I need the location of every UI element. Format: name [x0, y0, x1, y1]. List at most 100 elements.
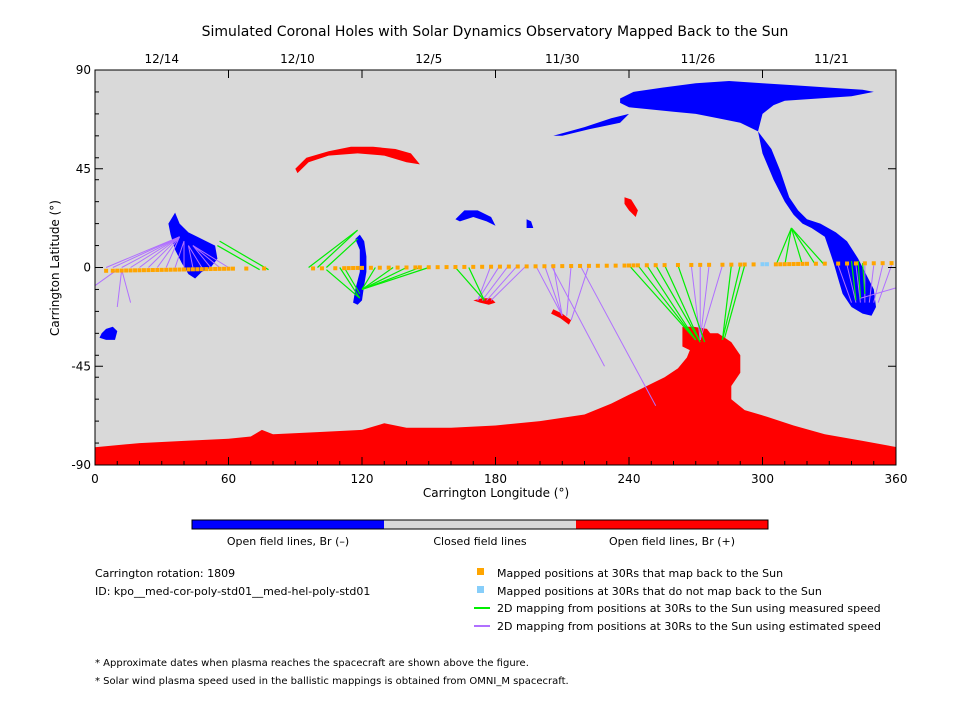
- mapped-position-67: [613, 263, 618, 268]
- mapped-position-87: [787, 262, 792, 267]
- measured-speed-line-0: [219, 240, 269, 271]
- mapped-position-86: [782, 262, 787, 267]
- x-tick-label-5: 300: [751, 472, 774, 486]
- mapped-position-71: [635, 263, 640, 268]
- coronal-hole-negative-3: [99, 326, 118, 340]
- mapped-position-46: [426, 265, 431, 270]
- estimated-speed-line-11: [188, 245, 203, 268]
- mapped-position-76: [689, 262, 694, 267]
- unmapped-position-1: [764, 262, 769, 267]
- footnote-speed: * Solar wind plasma speed used in the ba…: [95, 676, 569, 687]
- measured-speed-line-8: [361, 267, 376, 290]
- x-tick-label-1: 60: [221, 472, 236, 486]
- estimated-speed-line-12: [192, 245, 212, 268]
- date-tick-label-3: 11/30: [545, 52, 580, 66]
- mapped-position-49: [453, 265, 458, 270]
- mapped-position-27: [226, 266, 231, 271]
- mapped-position-61: [560, 264, 565, 269]
- mapped-position-18: [186, 267, 191, 272]
- x-tick-label-2: 120: [351, 472, 374, 486]
- legend-label-measured: 2D mapping from positions at 30Rs to the…: [497, 602, 881, 615]
- mapped-position-82: [742, 262, 747, 267]
- mapped-position-28: [230, 266, 235, 271]
- estimated-speed-line-29: [579, 265, 657, 406]
- y-tick-label-0: 90: [76, 63, 91, 77]
- mapped-position-62: [569, 264, 574, 269]
- mapped-position-10: [150, 268, 155, 273]
- mapped-position-47: [435, 265, 440, 270]
- y-tick-label-3: -45: [71, 359, 91, 373]
- estimated-speed-line-14: [192, 245, 229, 268]
- estimated-speed-line-25: [552, 265, 563, 316]
- legend-label-mapped: Mapped positions at 30Rs that map back t…: [497, 567, 783, 580]
- legend-label-estimated: 2D mapping from positions at 30Rs to the…: [497, 620, 881, 633]
- mapped-position-40: [377, 265, 382, 270]
- mapped-position-7: [137, 268, 142, 273]
- measured-speed-line-21: [721, 265, 732, 340]
- mapped-position-56: [515, 264, 520, 269]
- mapped-position-100: [889, 261, 894, 266]
- mapped-position-65: [595, 263, 600, 268]
- estimated-speed-line-38: [868, 265, 875, 303]
- mapped-position-0: [104, 268, 109, 273]
- estimated-speed-line-34: [837, 265, 852, 303]
- estimated-speed-line-28: [550, 265, 605, 367]
- mapped-position-79: [720, 262, 725, 267]
- estimated-speed-line-17: [121, 269, 132, 303]
- legend-label-not-mapped: Mapped positions at 30Rs that do not map…: [497, 585, 822, 598]
- mapped-position-74: [662, 263, 667, 268]
- mapped-position-29: [244, 266, 249, 271]
- measured-speed-line-30: [857, 260, 861, 299]
- mapped-position-37: [355, 265, 360, 270]
- estimated-speed-line-4: [139, 236, 180, 268]
- coronal-hole-negative-1: [553, 113, 629, 136]
- mapped-position-30: [262, 266, 267, 271]
- estimated-speed-line-26: [566, 265, 572, 316]
- y-tick-label-2: 0: [83, 261, 91, 275]
- mapped-position-5: [128, 268, 133, 273]
- mapped-position-58: [533, 264, 538, 269]
- mapped-position-35: [346, 266, 351, 271]
- mapped-position-25: [217, 266, 222, 271]
- mapped-position-20: [195, 267, 200, 272]
- estimated-speed-line-33: [699, 265, 723, 341]
- mapped-position-55: [506, 264, 511, 269]
- x-axis-label: Carrington Longitude (°): [423, 486, 569, 500]
- estimated-speed-line-30: [690, 265, 701, 340]
- measured-speed-line-29: [850, 260, 857, 301]
- measured-speed-line-14: [468, 267, 485, 301]
- estimated-speed-line-10: [187, 245, 194, 268]
- estimated-speed-line-20: [481, 265, 510, 301]
- legend-swatch-not-mapped: [477, 586, 484, 593]
- mapped-position-53: [489, 264, 494, 269]
- mapped-position-9: [146, 268, 151, 273]
- coronal-hole-regions: [95, 81, 896, 465]
- mapped-position-21: [199, 267, 204, 272]
- estimated-speed-line-2: [121, 236, 180, 268]
- estimated-speed-line-13: [192, 245, 220, 268]
- measured-speed-line-17: [646, 264, 697, 341]
- date-tick-label-5: 11/21: [814, 52, 849, 66]
- mapped-position-31: [311, 266, 316, 271]
- mapped-position-48: [444, 265, 449, 270]
- colorbar-positive: [576, 520, 768, 529]
- mapped-position-60: [551, 264, 556, 269]
- mapped-position-33: [333, 266, 338, 271]
- coronal-hole-positive-10: [473, 298, 496, 305]
- mapped-position-32: [319, 266, 324, 271]
- coronal-hole-positive-8: [295, 146, 420, 174]
- estimated-speed-line-40: [877, 265, 893, 303]
- estimated-speed-line-32: [699, 265, 710, 340]
- estimated-speed-line-7: [165, 236, 181, 268]
- mapped-position-17: [182, 267, 186, 272]
- coronal-hole-negative-2: [168, 212, 218, 279]
- measured-speed-line-28: [790, 227, 826, 266]
- measured-speed-line-9: [361, 267, 394, 290]
- estimated-speed-line-3: [130, 236, 180, 268]
- mapped-position-23: [208, 267, 213, 272]
- carrington-rotation: Carrington rotation: 1809: [95, 567, 235, 580]
- mapped-position-39: [368, 265, 373, 270]
- mapped-position-4: [124, 268, 129, 273]
- legend-swatch-mapped: [477, 568, 484, 575]
